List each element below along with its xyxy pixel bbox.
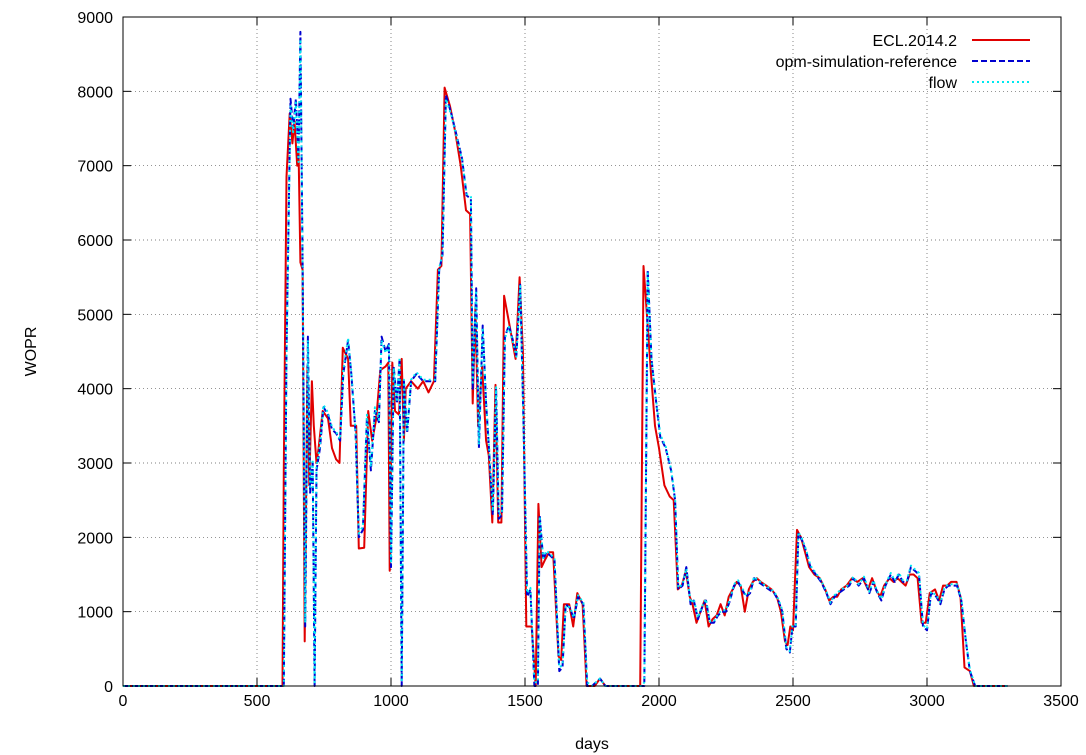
legend-label-opm-simulation-reference: opm-simulation-reference (776, 54, 958, 71)
y-tick-label: 5000 (77, 307, 113, 324)
legend: ECL.2014.2 opm-simulation-reference flow (776, 33, 1030, 92)
y-tick-label: 6000 (77, 233, 113, 250)
y-tick-label: 8000 (77, 84, 113, 101)
x-axis-tick-labels: 0 500 1000 1500 2000 2500 3000 3500 (119, 693, 1079, 710)
x-tick-label: 3500 (1043, 693, 1079, 710)
y-axis-tick-labels: 0 1000 2000 3000 4000 5000 6000 7000 8000 9000 (77, 10, 113, 696)
x-tick-label: 3000 (909, 693, 945, 710)
y-tick-label: 1000 (77, 605, 113, 622)
axis-ticks (122, 16, 1062, 687)
y-tick-label: 3000 (77, 456, 113, 473)
grid-lines (123, 17, 1061, 686)
y-tick-label: 7000 (77, 159, 113, 176)
plot-frame (122, 16, 1062, 687)
legend-label-ecl-2014-2: ECL.2014.2 (872, 33, 957, 50)
legend-label-flow: flow (929, 75, 958, 92)
y-tick-label: 4000 (77, 382, 113, 399)
y-tick-label: 2000 (77, 530, 113, 547)
x-tick-label: 2000 (641, 693, 677, 710)
y-tick-label: 9000 (77, 10, 113, 27)
x-tick-label: 1500 (507, 693, 543, 710)
x-tick-label: 1000 (373, 693, 409, 710)
x-tick-label: 0 (119, 693, 128, 710)
x-axis-label: days (575, 736, 609, 753)
x-tick-label: 2500 (775, 693, 811, 710)
y-tick-label: 0 (104, 679, 113, 696)
x-tick-label: 500 (244, 693, 271, 710)
y-axis-label: WOPR (23, 327, 40, 377)
